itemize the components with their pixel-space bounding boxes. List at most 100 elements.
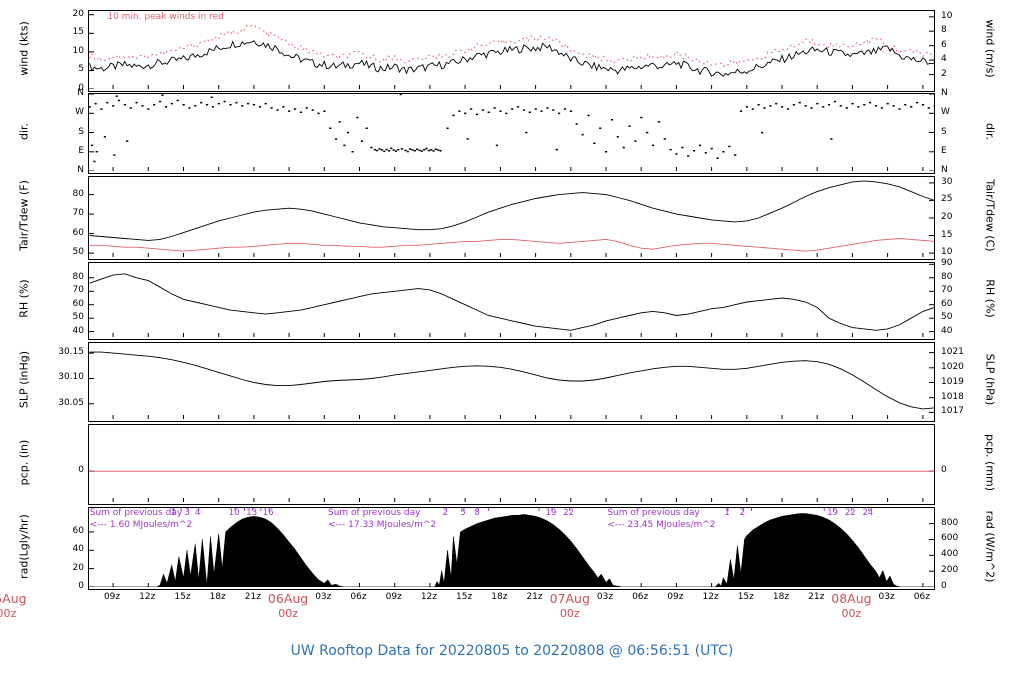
y-tick-label: 0: [941, 465, 947, 476]
panel-tair: [88, 176, 935, 260]
y-tick-label: 10: [941, 10, 953, 21]
panel-slp: [88, 342, 935, 422]
x-tick-label: 21z: [526, 592, 543, 602]
y-tick-label: 1021: [941, 346, 964, 357]
solar-radiation-lgly: [89, 513, 934, 587]
x-tick-label: 18z: [491, 592, 508, 602]
y-tick-label: 60: [72, 227, 84, 238]
annotation: Sum of previous day: [607, 507, 700, 518]
cumulative-mj-label: 4: [195, 508, 201, 518]
y-tick-label: 800: [941, 517, 959, 528]
y-tick-label: 1019: [941, 376, 964, 387]
y-tick-label: 8: [941, 25, 947, 36]
cumulative-mj-label: 5: [460, 508, 466, 518]
y-tick-label: 80: [72, 188, 84, 199]
tdew-f: [89, 238, 934, 252]
y-tick-label: 80: [941, 271, 953, 282]
wind-plot: [89, 14, 934, 89]
date-hour-label: 00z: [278, 607, 298, 620]
rh-plot: [89, 263, 934, 337]
y-tick-label: 600: [941, 533, 959, 544]
date-label: 08Aug: [831, 591, 872, 606]
cumulative-mj-label: 3: [184, 508, 190, 518]
annotation: Sum of previous day: [89, 507, 183, 518]
y-axis-title-right: rad (W/m^2): [983, 510, 997, 582]
y-tick-label: N: [77, 88, 84, 98]
y-tick-label: 60: [72, 525, 84, 536]
x-tick-label: 12z: [139, 592, 156, 602]
x-tick-label: 15z: [174, 592, 191, 602]
figure-title: UW Rooftop Data for 20220805 to 20220808…: [290, 643, 734, 659]
y-tick-label: 60: [72, 298, 84, 309]
cumulative-mj-label: 10: [228, 508, 240, 518]
date-label: 07Aug: [549, 591, 590, 606]
wind-avg-kts: [89, 40, 934, 77]
cumulative-mj-label: 8: [474, 508, 480, 518]
x-tick-label: 21z: [244, 592, 261, 602]
y-tick-label: N: [941, 165, 948, 175]
rh-pct: [89, 273, 934, 331]
y-tick-label: W: [75, 107, 84, 118]
x-tick-label: 15z: [456, 592, 473, 602]
y-tick-label: 20: [72, 8, 84, 19]
cumulative-mj-label: 24: [862, 508, 874, 518]
y-tick-label: 0: [78, 83, 84, 93]
y-tick-label: 2: [941, 68, 947, 79]
y-tick-label: 200: [941, 565, 959, 576]
y-tick-label: 4: [941, 54, 947, 65]
y-tick-label: 40: [72, 544, 84, 555]
y-tick-label: 70: [72, 285, 84, 296]
cumulative-mj-label: 13: [246, 508, 258, 518]
cumulative-mj-label: 1: [170, 508, 176, 518]
x-tick-label: 15z: [737, 592, 754, 602]
x-tick-label: 09z: [667, 592, 684, 602]
y-tick-label: 5: [78, 64, 84, 75]
x-tick-label: 03z: [596, 592, 614, 602]
dir-plot: [89, 94, 934, 171]
panel-rad: [88, 507, 935, 590]
x-tick-label: 09z: [385, 592, 402, 602]
rad-plot: [89, 508, 934, 587]
x-tick-label: 12z: [420, 592, 438, 602]
cumulative-mj-label: 19: [827, 508, 839, 518]
y-tick-label: S: [941, 126, 947, 137]
cumulative-mj-label: 1: [724, 508, 730, 518]
cumulative-mj-label: 16: [262, 508, 274, 518]
annotation: <--- 17.33 MJoules/m^2: [328, 520, 437, 531]
annotation: <--- 1.60 MJoules/m^2: [89, 520, 193, 531]
y-tick-label: 70: [72, 208, 84, 219]
x-tick-label: 06z: [632, 592, 649, 602]
y-tick-label: 40: [72, 325, 84, 336]
x-tick-label: 06z: [913, 592, 930, 602]
y-tick-label: 6: [941, 39, 947, 50]
tair-f: [89, 180, 934, 241]
y-tick-label: 40: [941, 325, 953, 336]
y-tick-label: S: [78, 126, 84, 137]
y-tick-label: 400: [941, 549, 959, 560]
slp-inhg: [89, 351, 934, 410]
y-tick-label: 1018: [941, 391, 964, 402]
y-tick-label: 1017: [941, 406, 964, 417]
y-tick-label: 20: [941, 211, 953, 222]
annotation: Sum of previous day: [328, 507, 421, 518]
panel-pcp: [88, 424, 935, 505]
y-tick-label: 30.10: [58, 372, 84, 383]
y-tick-label: 30.15: [58, 347, 84, 358]
cumulative-mj-label: 19: [545, 508, 557, 518]
tair-plot: [89, 180, 934, 257]
annotation: 10 min. peak winds in red: [107, 11, 224, 22]
date-hour-label: 00z: [559, 607, 580, 620]
x-tick-label: 18z: [772, 592, 790, 602]
y-tick-label: 80: [72, 271, 84, 282]
y-tick-label: N: [941, 88, 948, 98]
y-tick-label: 10: [941, 247, 953, 258]
y-tick-label: N: [77, 165, 84, 175]
x-tick-label: 09z: [103, 592, 121, 602]
cumulative-mj-label: 2: [442, 508, 449, 518]
x-tick-label: 12z: [702, 592, 719, 602]
x-tick-label: 06z: [350, 592, 367, 602]
y-tick-label: 1020: [941, 361, 964, 372]
cumulative-mj-label: 2: [739, 508, 745, 518]
y-tick-label: 0: [78, 465, 84, 476]
